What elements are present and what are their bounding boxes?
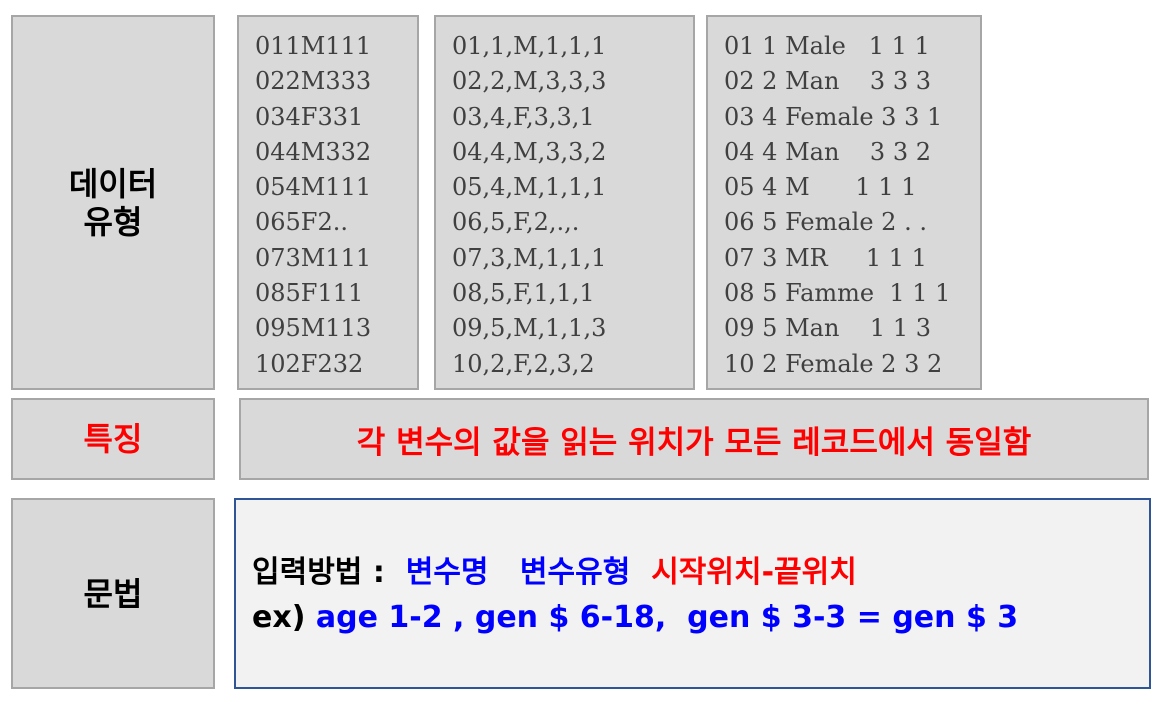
fixed-width-data-list: 011M111 022M333 034F331 044M332 054M111 … xyxy=(255,29,417,382)
example-code: age 1-2 , gen $ 6-18, gen $ 3-3 = gen $ … xyxy=(315,600,1019,635)
comma-delimited-record: 04,4,M,3,3,2 xyxy=(452,137,607,166)
variable-name-term: 변수명 xyxy=(405,555,489,590)
feature-label: 특징 xyxy=(83,420,143,458)
space-delimited-record: 09 5 Man 1 1 3 xyxy=(724,314,931,343)
comma-delimited-record: 05,4,M,1,1,1 xyxy=(452,173,607,202)
space-delimited-data-list: 01 1 Male 1 1 1 02 2 Man 3 3 3 03 4 Fema… xyxy=(724,29,980,382)
term-gap xyxy=(630,555,651,590)
fixed-width-record: 044M332 xyxy=(255,137,372,166)
data-type-label-box: 데이터 유형 xyxy=(11,15,215,390)
syntax-label-box: 문법 xyxy=(11,498,215,689)
comma-delimited-record: 10,2,F,2,3,2 xyxy=(452,349,595,378)
term-gap xyxy=(489,555,520,590)
variable-type-term: 변수유형 xyxy=(519,555,631,590)
fixed-width-record: 085F111 xyxy=(255,279,364,308)
space-delimited-record: 02 2 Man 3 3 3 xyxy=(724,67,931,96)
fixed-width-record: 065F2.. xyxy=(255,208,348,237)
fixed-width-record: 073M111 xyxy=(255,243,372,272)
space-delimited-record: 01 1 Male 1 1 1 xyxy=(724,32,930,60)
comma-delimited-data-list: 01,1,M,1,1,1 02,2,M,3,3,3 03,4,F,3,3,1 0… xyxy=(452,29,693,382)
space-delimited-record: 08 5 Famme 1 1 1 xyxy=(724,279,951,308)
syntax-example-line: ex) age 1-2 , gen $ 6-18, gen $ 3-3 = ge… xyxy=(252,595,1149,640)
data-type-label-line1: 데이터 xyxy=(68,164,158,203)
position-range-term: 시작위치-끝위치 xyxy=(651,555,857,590)
fixed-width-record: 011M111 xyxy=(255,32,372,60)
fixed-width-record: 054M111 xyxy=(255,173,372,202)
input-method-prefix: 입력방법 : xyxy=(252,555,406,590)
comma-delimited-record: 08,5,F,1,1,1 xyxy=(452,279,595,308)
fixed-width-record: 034F331 xyxy=(255,102,364,131)
space-delimited-data-box: 01 1 Male 1 1 1 02 2 Man 3 3 3 03 4 Fema… xyxy=(706,15,982,390)
feature-text-box: 각 변수의 값을 읽는 위치가 모든 레코드에서 동일함 xyxy=(239,398,1149,480)
comma-delimited-record: 03,4,F,3,3,1 xyxy=(452,102,595,131)
syntax-content-box: 입력방법 : 변수명 변수유형 시작위치-끝위치 ex) age 1-2 , g… xyxy=(234,498,1151,689)
feature-label-box: 특징 xyxy=(11,398,215,480)
feature-description: 각 변수의 값을 읽는 위치가 모든 레코드에서 동일함 xyxy=(356,424,1032,461)
comma-delimited-record: 01,1,M,1,1,1 xyxy=(452,32,607,60)
space-delimited-record: 06 5 Female 2 . . xyxy=(724,208,927,237)
space-delimited-record: 05 4 M 1 1 1 xyxy=(724,173,917,202)
space-delimited-record: 03 4 Female 3 3 1 xyxy=(724,102,943,131)
syntax-input-method-line: 입력방법 : 변수명 변수유형 시작위치-끝위치 xyxy=(252,550,1149,595)
fixed-width-data-box: 011M111 022M333 034F331 044M332 054M111 … xyxy=(237,15,419,390)
data-type-label: 데이터 유형 xyxy=(69,165,157,241)
comma-delimited-record: 09,5,M,1,1,3 xyxy=(452,314,607,343)
space-delimited-record: 07 3 MR 1 1 1 xyxy=(724,243,927,272)
comma-delimited-record: 06,5,F,2,.,. xyxy=(452,208,580,237)
syntax-label: 문법 xyxy=(83,574,143,613)
fixed-width-record: 022M333 xyxy=(255,67,372,96)
data-type-label-line2: 유형 xyxy=(83,202,143,241)
space-delimited-record: 04 4 Man 3 3 2 xyxy=(724,137,931,166)
comma-delimited-data-box: 01,1,M,1,1,1 02,2,M,3,3,3 03,4,F,3,3,1 0… xyxy=(434,15,695,390)
space-delimited-record: 10 2 Female 2 3 2 xyxy=(724,349,943,378)
example-prefix: ex) xyxy=(252,600,316,635)
comma-delimited-record: 07,3,M,1,1,1 xyxy=(452,243,607,272)
fixed-width-record: 095M113 xyxy=(255,314,372,343)
comma-delimited-record: 02,2,M,3,3,3 xyxy=(452,67,607,96)
fixed-width-record: 102F232 xyxy=(255,349,364,378)
